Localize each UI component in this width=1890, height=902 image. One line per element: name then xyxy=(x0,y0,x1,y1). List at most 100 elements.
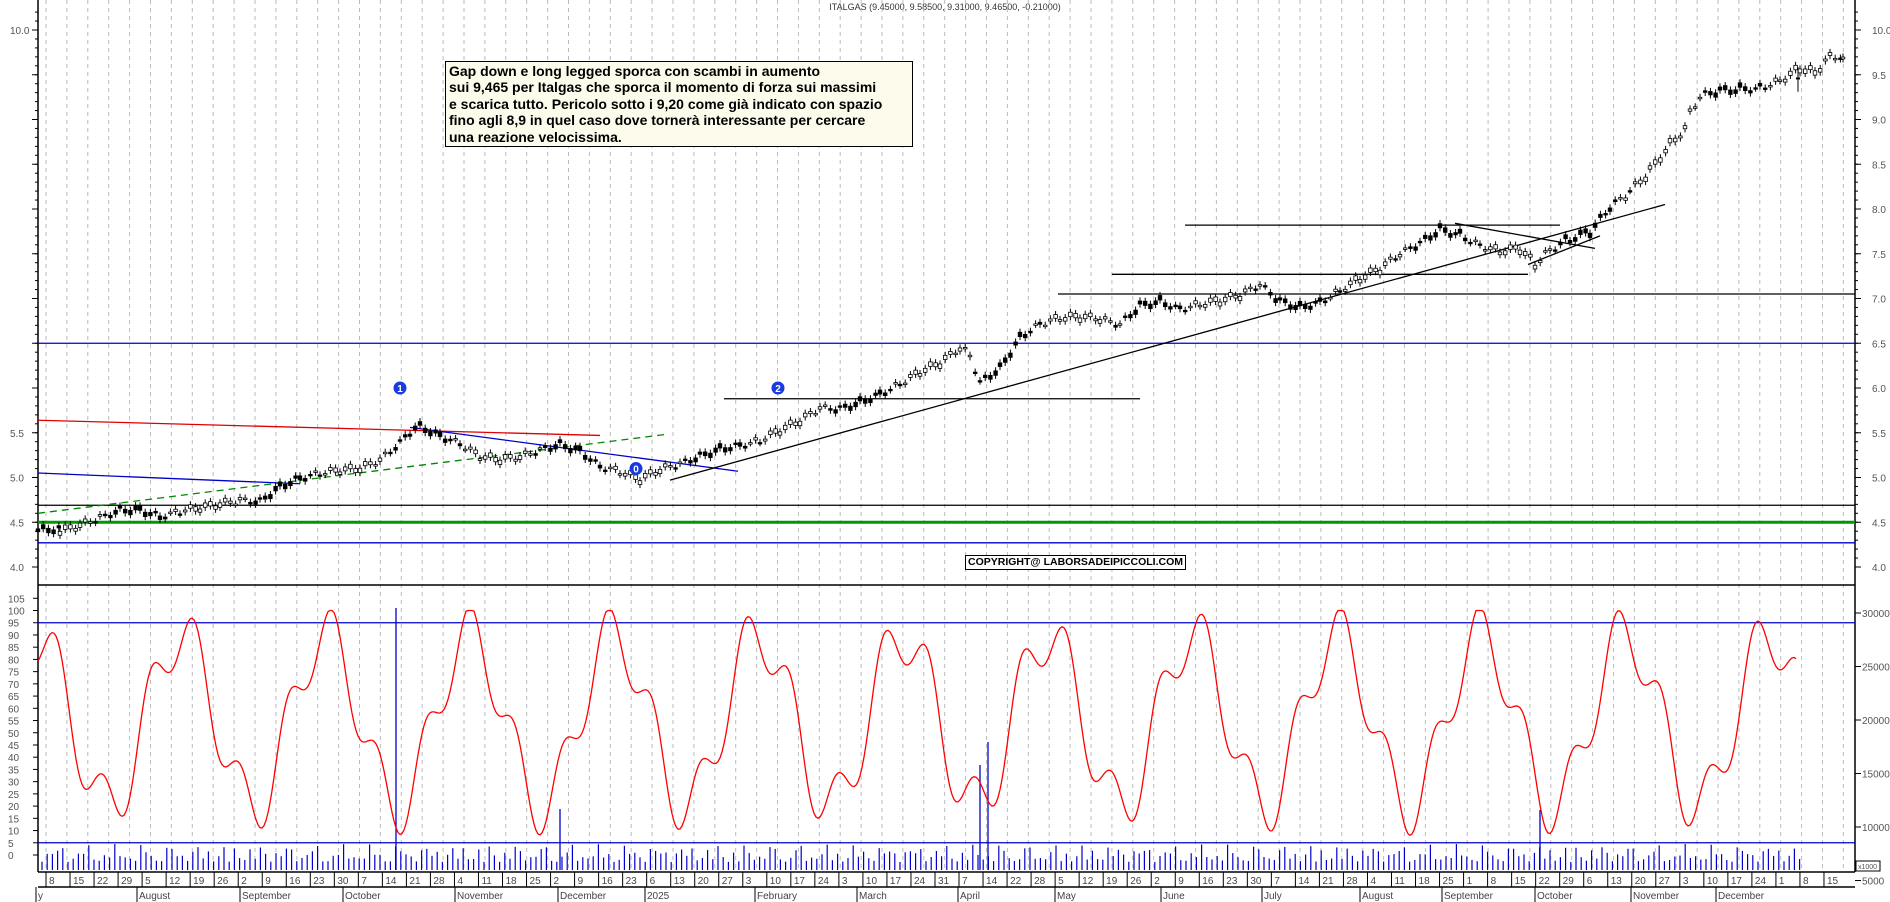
candle-body xyxy=(577,445,583,452)
candle-body xyxy=(723,447,728,453)
osc-tick-label: 30 xyxy=(8,778,20,789)
day-label: 7 xyxy=(1274,876,1280,887)
candle-body xyxy=(663,463,668,468)
candle-body xyxy=(1528,253,1533,258)
day-label: 25 xyxy=(1443,876,1455,887)
day-label: 14 xyxy=(385,876,397,887)
candle-body xyxy=(308,473,313,477)
candle-body xyxy=(1308,305,1313,310)
candle-body xyxy=(193,506,198,512)
candle-body xyxy=(242,497,248,500)
candle-body xyxy=(988,374,993,380)
candle-body xyxy=(1417,240,1423,244)
candle-body xyxy=(448,438,453,442)
osc-tick-label: 65 xyxy=(8,692,20,703)
candle-body xyxy=(1517,249,1523,255)
day-label: 2 xyxy=(1154,876,1160,887)
day-label: 1 xyxy=(1467,876,1473,887)
day-label: 3 xyxy=(746,876,752,887)
day-label: 23 xyxy=(1226,876,1238,887)
day-label: 16 xyxy=(1202,876,1214,887)
vol-tick-label: 10000 xyxy=(1862,823,1890,834)
candle-body xyxy=(1777,79,1783,82)
month-label: y xyxy=(38,891,43,902)
osc-tick-label: 100 xyxy=(8,607,25,618)
day-label: 12 xyxy=(169,876,181,887)
candle-body xyxy=(1313,301,1318,304)
candle-body xyxy=(1587,232,1593,239)
day-label: 29 xyxy=(121,876,133,887)
day-label: 14 xyxy=(1298,876,1310,887)
day-label: 13 xyxy=(1611,876,1623,887)
candle-body xyxy=(1583,228,1588,234)
candle-body xyxy=(1768,85,1773,88)
candle-body xyxy=(482,455,488,460)
day-label: 17 xyxy=(794,876,806,887)
candle-body xyxy=(1163,302,1168,308)
day-label: 1 xyxy=(1779,876,1785,887)
candle-body xyxy=(322,473,328,476)
day-label: 7 xyxy=(962,876,968,887)
candle-body xyxy=(693,457,698,463)
candle-body xyxy=(597,464,603,469)
candle-body xyxy=(1603,213,1608,216)
candle-body xyxy=(573,445,578,451)
price-tick-label: 5.0 xyxy=(1872,474,1886,485)
candle-body xyxy=(1157,295,1163,301)
day-label: 11 xyxy=(1394,876,1405,887)
candle-body xyxy=(373,464,378,467)
candle-body xyxy=(1183,309,1188,313)
price-tick-label: 4.0 xyxy=(1872,563,1886,574)
candle-body xyxy=(1733,89,1738,94)
candle-body xyxy=(1093,318,1098,322)
candle-body xyxy=(783,424,788,431)
day-label: 6 xyxy=(1587,876,1593,887)
day-label: 19 xyxy=(193,876,205,887)
candle-body xyxy=(1113,324,1118,328)
candle-body xyxy=(1708,91,1713,96)
candle-body xyxy=(1243,288,1248,293)
candle-body xyxy=(713,447,718,453)
candle-body xyxy=(1233,294,1238,299)
candle-body xyxy=(1188,305,1193,309)
candle-body xyxy=(1293,305,1298,311)
candle-body xyxy=(228,500,233,504)
month-label: March xyxy=(859,891,887,902)
candle-body xyxy=(103,513,108,517)
osc-tick-label: 20 xyxy=(8,802,20,813)
candle-body xyxy=(1563,234,1568,240)
osc-tick-label: 40 xyxy=(8,753,20,764)
candle-body xyxy=(748,442,753,445)
candle-body xyxy=(1463,237,1468,242)
candle-body xyxy=(797,420,803,427)
candle-body xyxy=(1403,247,1408,250)
candle-body xyxy=(637,480,643,485)
candle-body xyxy=(537,447,543,450)
candle-body xyxy=(793,421,798,426)
candle-body xyxy=(957,347,963,352)
candle-body xyxy=(142,511,148,517)
candle-body xyxy=(1693,106,1698,109)
candle-body xyxy=(1812,70,1818,76)
price-tick-label: 4.5 xyxy=(1872,518,1886,529)
unit-label: x1000 xyxy=(1858,864,1877,871)
candle-body xyxy=(208,501,213,507)
day-label: 20 xyxy=(698,876,710,887)
candle-body xyxy=(1237,296,1243,302)
candle-body xyxy=(1297,300,1303,307)
candle-body xyxy=(908,374,913,378)
marker-circle xyxy=(771,381,785,395)
day-label: 24 xyxy=(914,876,926,887)
candle-body xyxy=(1423,234,1428,239)
candle-body xyxy=(337,471,343,475)
candle-body xyxy=(1253,288,1258,291)
candle-body xyxy=(328,467,333,471)
candle-body xyxy=(1808,65,1813,71)
price-tick-label: 6.0 xyxy=(1872,384,1886,395)
candle-body xyxy=(703,451,708,457)
candle-body xyxy=(1647,165,1653,170)
candle-body xyxy=(913,369,918,375)
candle-body xyxy=(1057,319,1063,322)
candle-body xyxy=(923,367,928,373)
candle-body xyxy=(433,429,438,434)
